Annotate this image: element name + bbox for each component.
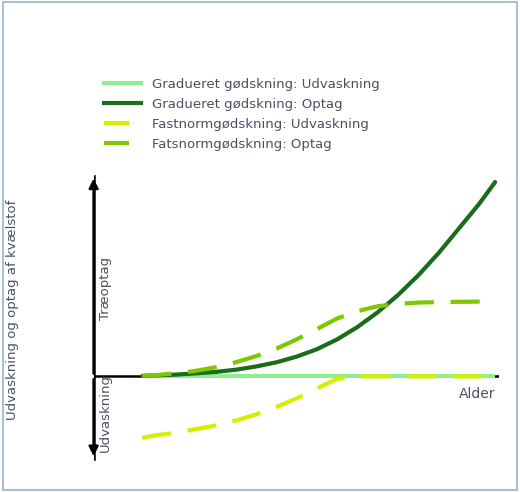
Text: Udvaskning og optag af kvælstof: Udvaskning og optag af kvælstof bbox=[6, 200, 20, 420]
Text: Alder: Alder bbox=[459, 387, 495, 400]
Text: Træoptag: Træoptag bbox=[99, 257, 112, 320]
Legend: Gradueret gødskning: Udvaskning, Gradueret gødskning: Optag, Fastnormgødskning: : Gradueret gødskning: Udvaskning, Graduer… bbox=[100, 73, 383, 155]
Text: Udvaskning: Udvaskning bbox=[99, 373, 112, 452]
